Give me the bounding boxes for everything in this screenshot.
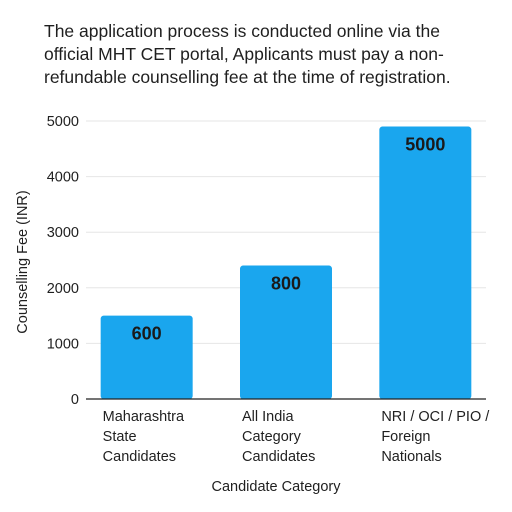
bar-data-labels: 600 800 5000 [132,135,446,344]
x-category-label: All India Category Candidates [242,409,315,465]
y-tick-label: 0 [71,392,79,408]
bar-data-label: 800 [271,274,301,294]
bar [100,315,193,399]
y-tick-label: 3000 [47,225,79,241]
bar-data-label: 5000 [405,135,445,155]
x-category-label-line: NRI / OCI / PIO / [381,409,490,425]
bar [240,265,332,399]
x-axis-title: Candidate Category [212,479,342,495]
x-category-label-line: Candidates [242,449,315,465]
y-tick-label: 2000 [47,281,79,297]
bar-data-label: 600 [132,324,162,344]
x-category-label-line: Nationals [381,449,441,465]
y-axis-ticks: 0 1000 2000 3000 4000 5000 [47,114,79,408]
x-category-label-line: Foreign [381,429,430,445]
x-category-label: Maharashtra State Candidates [103,409,185,465]
x-category-label-line: State [103,429,137,445]
y-tick-label: 5000 [47,114,79,130]
intro-text: The application process is conducted onl… [44,21,451,87]
bars [100,126,472,399]
x-category-label-line: Category [242,429,302,445]
x-category-label-line: All India [242,409,295,425]
y-tick-label: 4000 [47,170,79,186]
y-axis-title: Counselling Fee (INR) [15,190,31,333]
x-category-label-line: Maharashtra [103,409,185,425]
x-category-label-line: Candidates [103,449,176,465]
bar [379,126,472,399]
x-category-label: NRI / OCI / PIO / Foreign Nationals [381,409,490,465]
y-tick-label: 1000 [47,336,79,352]
x-axis-categories: Maharashtra State Candidates All India Categ… [103,409,491,465]
